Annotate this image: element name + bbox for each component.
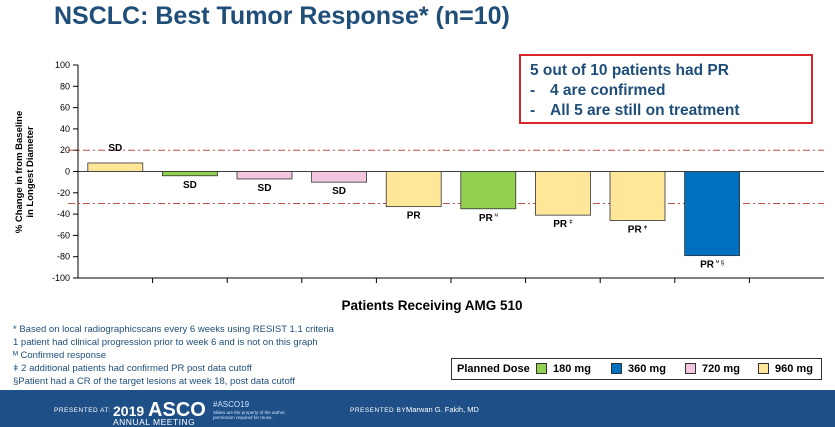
footnote-3: ᴹ Confirmed response — [13, 350, 107, 361]
y-tick-label: 20 — [60, 145, 70, 155]
bar-label-3: SD — [258, 183, 272, 194]
footnote-4: ǂ 2 additional patients had confirmed PR… — [13, 363, 252, 374]
y-axis-label-line1: % Change in from Baseline — [14, 111, 25, 233]
summary-callout: 5 out of 10 patients had PR -4 are confi… — [519, 54, 813, 124]
bar-patient-5 — [385, 171, 442, 208]
x-axis-label: Patients Receiving AMG 510 — [341, 298, 522, 313]
legend-label-180: 180 mg — [553, 363, 591, 375]
bar-patient-1 — [87, 162, 144, 172]
legend-swatch-960 — [758, 363, 769, 374]
callout-line-3: - All 5 are still on treatment — [530, 102, 740, 119]
bar-patient-8 — [609, 171, 666, 221]
bar-label-4: SD — [332, 186, 346, 197]
y-tick-label: 60 — [60, 103, 70, 113]
y-tick-label: 80 — [60, 81, 70, 91]
page-title: NSCLC: Best Tumor Response* (n=10) — [54, 2, 510, 30]
legend-label-720: 720 mg — [702, 363, 740, 375]
bar-label-8: PR ǂ — [628, 224, 648, 235]
bar-patient-4 — [311, 171, 368, 183]
bar-label-7: PR ǂ — [553, 219, 573, 230]
footnote-1: * Based on local radiographicscans every… — [13, 324, 334, 335]
bar-label-9: PR ᴹ § — [700, 260, 724, 271]
bar-patient-9 — [684, 171, 740, 257]
legend-swatch-720 — [685, 363, 696, 374]
y-tick-label: 40 — [60, 124, 70, 134]
legend-label-360: 360 mg — [628, 363, 666, 375]
hashtag: #ASCO19 — [213, 400, 250, 409]
asco-logo: 2019 ASCO — [113, 399, 206, 421]
y-tick-label: -80 — [57, 252, 70, 262]
footnote-5: §Patient had a CR of the target lesions … — [13, 376, 295, 387]
footnote-2: 1 patient had clinical progression prior… — [13, 337, 318, 348]
annual-meeting-label: ANNUAL MEETING — [113, 417, 196, 427]
y-tick-label: -40 — [57, 209, 70, 219]
bar-label-1: SD — [108, 143, 122, 154]
dose-legend: Planned Dose 180 mg 360 mg 720 mg 960 mg — [451, 358, 822, 380]
bar-patient-2 — [161, 171, 218, 177]
y-tick-label: -60 — [57, 230, 70, 240]
bar-label-6: PR ᴹ — [479, 213, 498, 224]
callout-line-2: -4 are confirmed — [530, 82, 666, 99]
presented-at-label: PRESENTED AT: — [54, 407, 111, 414]
y-tick-label: 0 — [65, 167, 70, 177]
bar-patient-6 — [460, 171, 517, 210]
legend-title: Planned Dose — [457, 363, 530, 375]
bar-patient-3 — [236, 171, 293, 180]
legend-swatch-360 — [611, 363, 622, 374]
y-tick-label: -20 — [57, 188, 70, 198]
legend-label-960: 960 mg — [775, 363, 813, 375]
presenter-name: Marwan G. Fakih, MD — [406, 405, 479, 414]
tumor-response-chart: % Change in from Baseline in Longest Dia… — [14, 60, 824, 313]
presented-by-label: PRESENTED BY: — [350, 407, 409, 414]
copyright-note: Slides are the property of the author, pe… — [213, 410, 286, 420]
bar-label-5: PR — [407, 211, 422, 222]
bar-patient-7 — [535, 171, 591, 216]
y-tick-label: -100 — [52, 273, 70, 283]
y-tick-label: 100 — [55, 60, 70, 70]
bar-label-2: SD — [183, 180, 197, 191]
y-axis-label-line2: in Longest Diameter — [25, 126, 36, 218]
callout-line-1: 5 out of 10 patients had PR — [530, 62, 729, 79]
footer-bar: PRESENTED AT: 2019 ASCO ANNUAL MEETING #… — [0, 390, 835, 427]
legend-swatch-180 — [536, 363, 547, 374]
